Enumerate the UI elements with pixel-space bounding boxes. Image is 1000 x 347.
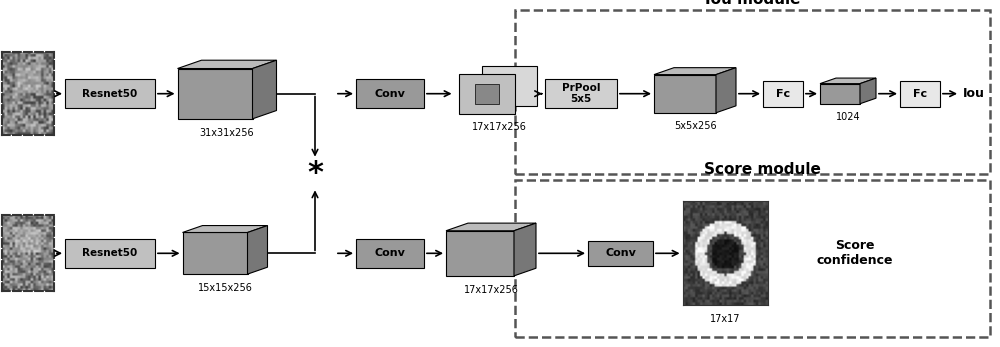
Text: *: * xyxy=(307,159,323,188)
Polygon shape xyxy=(654,75,716,113)
Polygon shape xyxy=(182,226,268,232)
Text: 31x31x256: 31x31x256 xyxy=(200,128,254,137)
Text: 1024: 1024 xyxy=(836,112,860,122)
Polygon shape xyxy=(252,60,276,119)
Bar xyxy=(900,81,940,107)
Text: Resnet50: Resnet50 xyxy=(82,89,138,99)
Bar xyxy=(356,79,424,108)
Polygon shape xyxy=(446,223,536,231)
Bar xyxy=(588,241,653,266)
Text: Score module: Score module xyxy=(704,162,820,177)
Text: Iou module: Iou module xyxy=(705,0,800,7)
Text: Conv: Conv xyxy=(375,89,405,99)
Polygon shape xyxy=(820,84,860,104)
Bar xyxy=(65,239,155,268)
Text: 17x17x256: 17x17x256 xyxy=(464,285,518,295)
Polygon shape xyxy=(459,74,514,114)
Bar xyxy=(515,10,990,174)
Bar xyxy=(545,79,617,108)
Text: Iou: Iou xyxy=(963,87,985,100)
Text: 17x17x256: 17x17x256 xyxy=(472,122,526,132)
Bar xyxy=(763,81,803,107)
Text: 5x5x256: 5x5x256 xyxy=(674,121,716,132)
Text: Fc: Fc xyxy=(913,89,927,99)
Text: 15x15x256: 15x15x256 xyxy=(198,283,252,293)
Polygon shape xyxy=(716,68,736,113)
Text: Score
confidence: Score confidence xyxy=(817,239,893,267)
Polygon shape xyxy=(248,226,268,274)
Polygon shape xyxy=(860,78,876,104)
Polygon shape xyxy=(178,60,276,69)
Bar xyxy=(356,239,424,268)
Text: Fc: Fc xyxy=(776,89,790,99)
Polygon shape xyxy=(820,78,876,84)
Polygon shape xyxy=(446,231,514,276)
Polygon shape xyxy=(654,68,736,75)
Text: Resnet50: Resnet50 xyxy=(82,248,138,258)
Polygon shape xyxy=(178,69,252,119)
Text: 17x17: 17x17 xyxy=(710,314,740,324)
Polygon shape xyxy=(514,223,536,276)
Bar xyxy=(515,180,990,337)
Text: Conv: Conv xyxy=(375,248,405,258)
Polygon shape xyxy=(482,66,536,106)
Text: PrPool
5x5: PrPool 5x5 xyxy=(562,83,600,104)
Bar xyxy=(65,79,155,108)
Text: Conv: Conv xyxy=(605,248,636,258)
Polygon shape xyxy=(182,232,248,274)
Bar xyxy=(475,84,499,104)
